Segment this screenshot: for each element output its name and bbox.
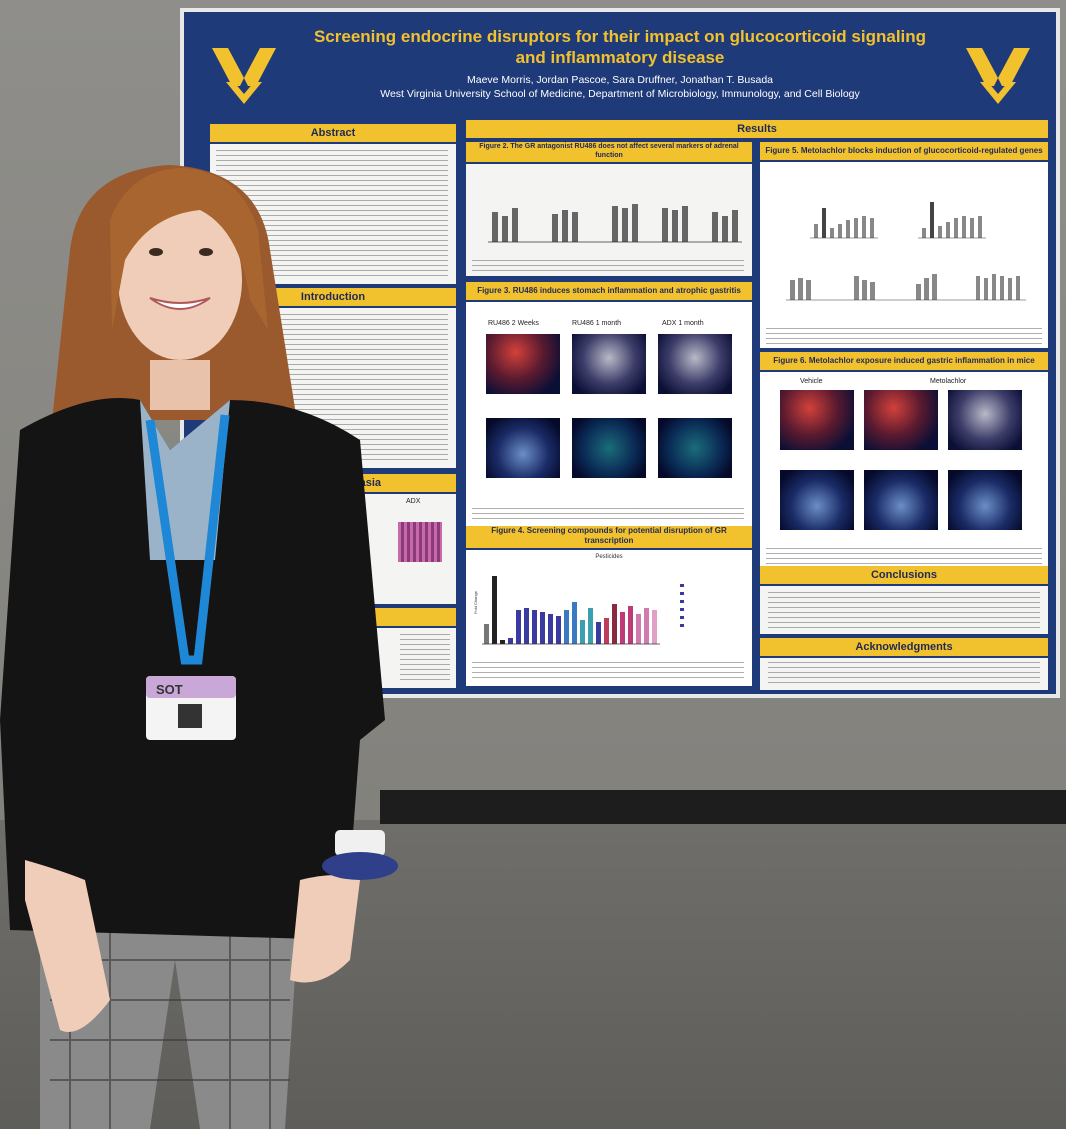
micrograph [948,390,1022,450]
fig5-caption [766,328,1042,344]
fig4-chart-title: Pesticides [595,554,623,560]
plaid-trousers [40,900,300,1129]
micrograph [658,334,732,394]
micrograph [486,334,560,394]
acknowledgments-text [768,662,1040,686]
badge-brand: SOT [156,682,183,697]
poster-institution: West Virginia University School of Medic… [380,88,860,100]
conclusions-panel [760,586,1048,634]
smartwatch [335,830,385,856]
conclusions-text [768,592,1040,630]
poster-title: Screening endocrine disruptors for their… [304,26,936,68]
fig5-title: Figure 5. Metolachlor blocks induction o… [760,142,1048,160]
fig3-panel: RU486 2 Weeks RU486 1 month ADX 1 month [466,302,752,528]
micrograph [780,390,854,450]
micrograph [780,470,854,530]
abstract-header: Abstract [210,124,456,142]
acknowledgments-header: Acknowledgments [760,638,1048,656]
micrograph [658,418,732,478]
fig4-panel: Pesticides Fold Change [466,550,752,686]
fig4-title: Figure 4. Screening compounds for potent… [466,526,752,548]
wv-logo-icon [212,48,276,104]
acknowledgments-panel [760,658,1048,690]
right-hand [290,875,360,983]
micrograph [572,418,646,478]
micrograph [864,390,938,450]
fig5-bar-charts [786,202,1026,301]
fig4-bar-chart [482,576,684,645]
display-rail [380,790,1066,824]
micrograph [864,470,938,530]
smile [149,297,211,310]
research-poster: Screening endocrine disruptors for their… [180,8,1060,698]
gastric-label: ADX [406,498,421,505]
face [118,200,242,360]
micrograph [948,470,1022,530]
fig6-label-0: Vehicle [800,378,823,385]
fig6-panel: Vehicle Metolachlor [760,372,1048,572]
fig2-panel [466,164,752,276]
fig3-title: Figure 3. RU486 induces stomach inflamma… [466,282,752,300]
scrunchie [322,852,398,880]
conclusions-header: Conclusions [760,566,1048,584]
poster-title-line2: and inflammatory disease [515,48,725,67]
histology-image [398,522,442,562]
fig2-bar-charts [488,204,742,243]
fig6-label-1: Metolachlor [930,378,967,385]
poster-title-line1: Screening endocrine disruptors for their… [313,27,927,46]
fig3-caption [472,508,744,522]
left-hand [25,860,110,1032]
black-blazer [0,398,385,940]
micrograph [486,418,560,478]
fig2-caption [472,260,744,272]
results-header: Results [466,120,1048,138]
lanyard [145,414,230,665]
qr-code [178,704,202,728]
fig5-panel [760,162,1048,348]
poster-header: Screening endocrine disruptors for their… [184,12,1056,124]
fig4-ylabel: Fold Change [472,591,478,614]
fig3-label-1: RU486 1 month [572,320,622,327]
micrograph [572,334,646,394]
left-bottom-text [400,634,450,682]
fig2-title: Figure 2. The GR antagonist RU486 does n… [466,142,752,162]
fig6-caption [766,548,1042,568]
fig3-label-0: RU486 2 Weeks [488,320,539,327]
fig6-title: Figure 6. Metolachlor exposure induced g… [760,352,1048,370]
fig4-caption [472,662,744,682]
wv-logo-icon [966,48,1030,104]
poster-authors: Maeve Morris, Jordan Pascoe, Sara Druffn… [466,74,774,86]
fig3-label-2: ADX 1 month [662,320,704,327]
presenter-person: SOT [0,165,398,1129]
